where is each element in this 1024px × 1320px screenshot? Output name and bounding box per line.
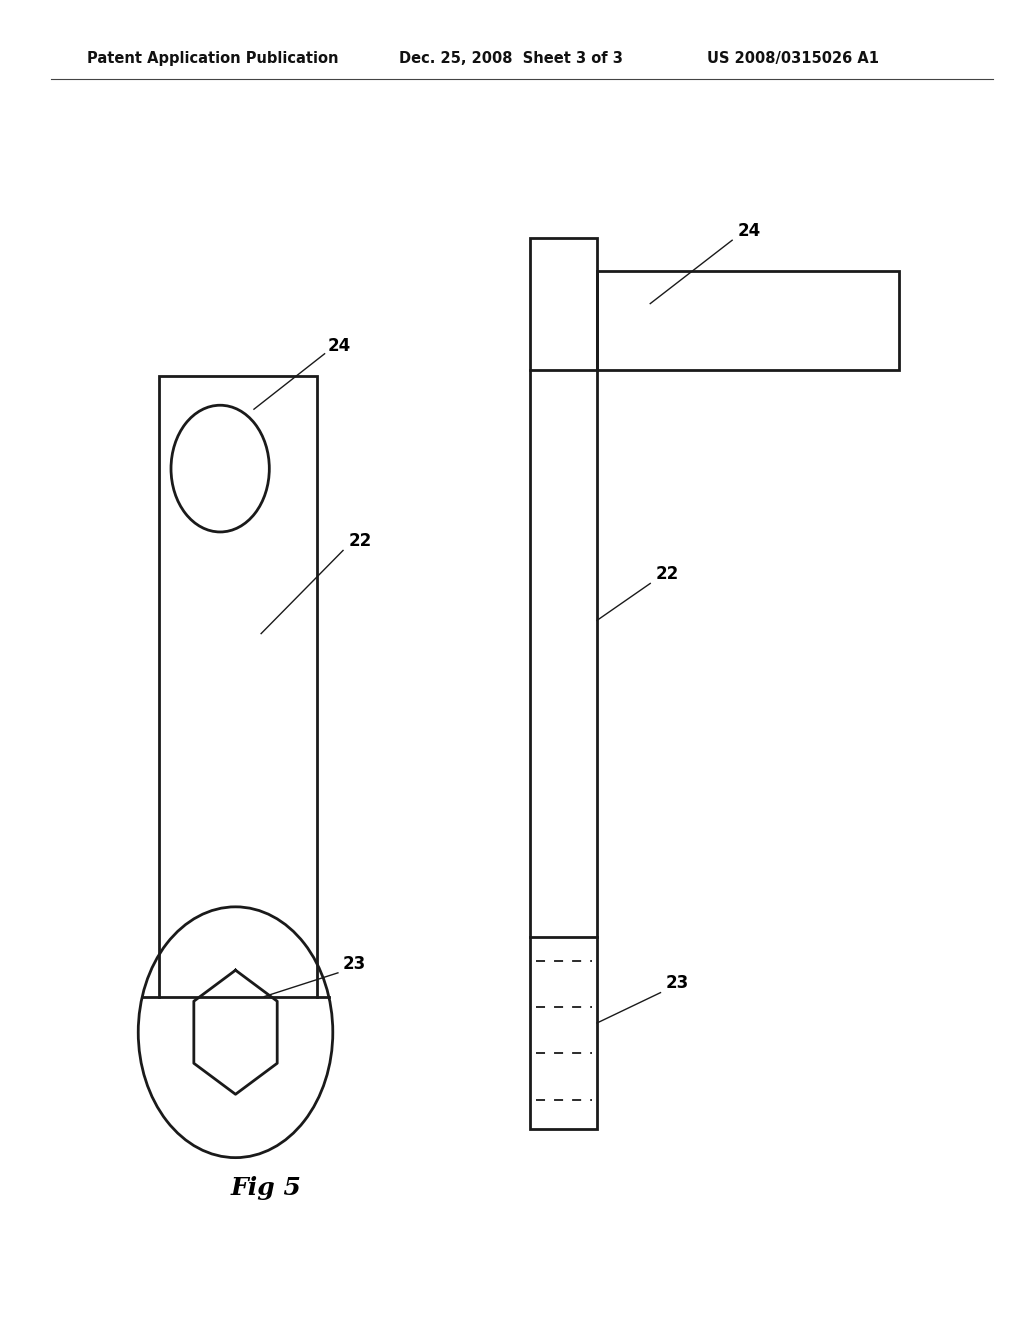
Text: Patent Application Publication: Patent Application Publication <box>87 50 339 66</box>
Text: 24: 24 <box>737 222 761 240</box>
Text: 22: 22 <box>348 532 372 550</box>
Text: Dec. 25, 2008  Sheet 3 of 3: Dec. 25, 2008 Sheet 3 of 3 <box>399 50 624 66</box>
Text: 23: 23 <box>343 954 367 973</box>
Text: US 2008/0315026 A1: US 2008/0315026 A1 <box>707 50 879 66</box>
Text: Fig 5: Fig 5 <box>230 1176 302 1200</box>
Text: 23: 23 <box>666 974 689 993</box>
Bar <box>530 238 597 1129</box>
Text: 24: 24 <box>328 337 351 355</box>
Bar <box>597 271 899 370</box>
Bar <box>159 376 317 997</box>
Text: 22: 22 <box>655 565 679 583</box>
